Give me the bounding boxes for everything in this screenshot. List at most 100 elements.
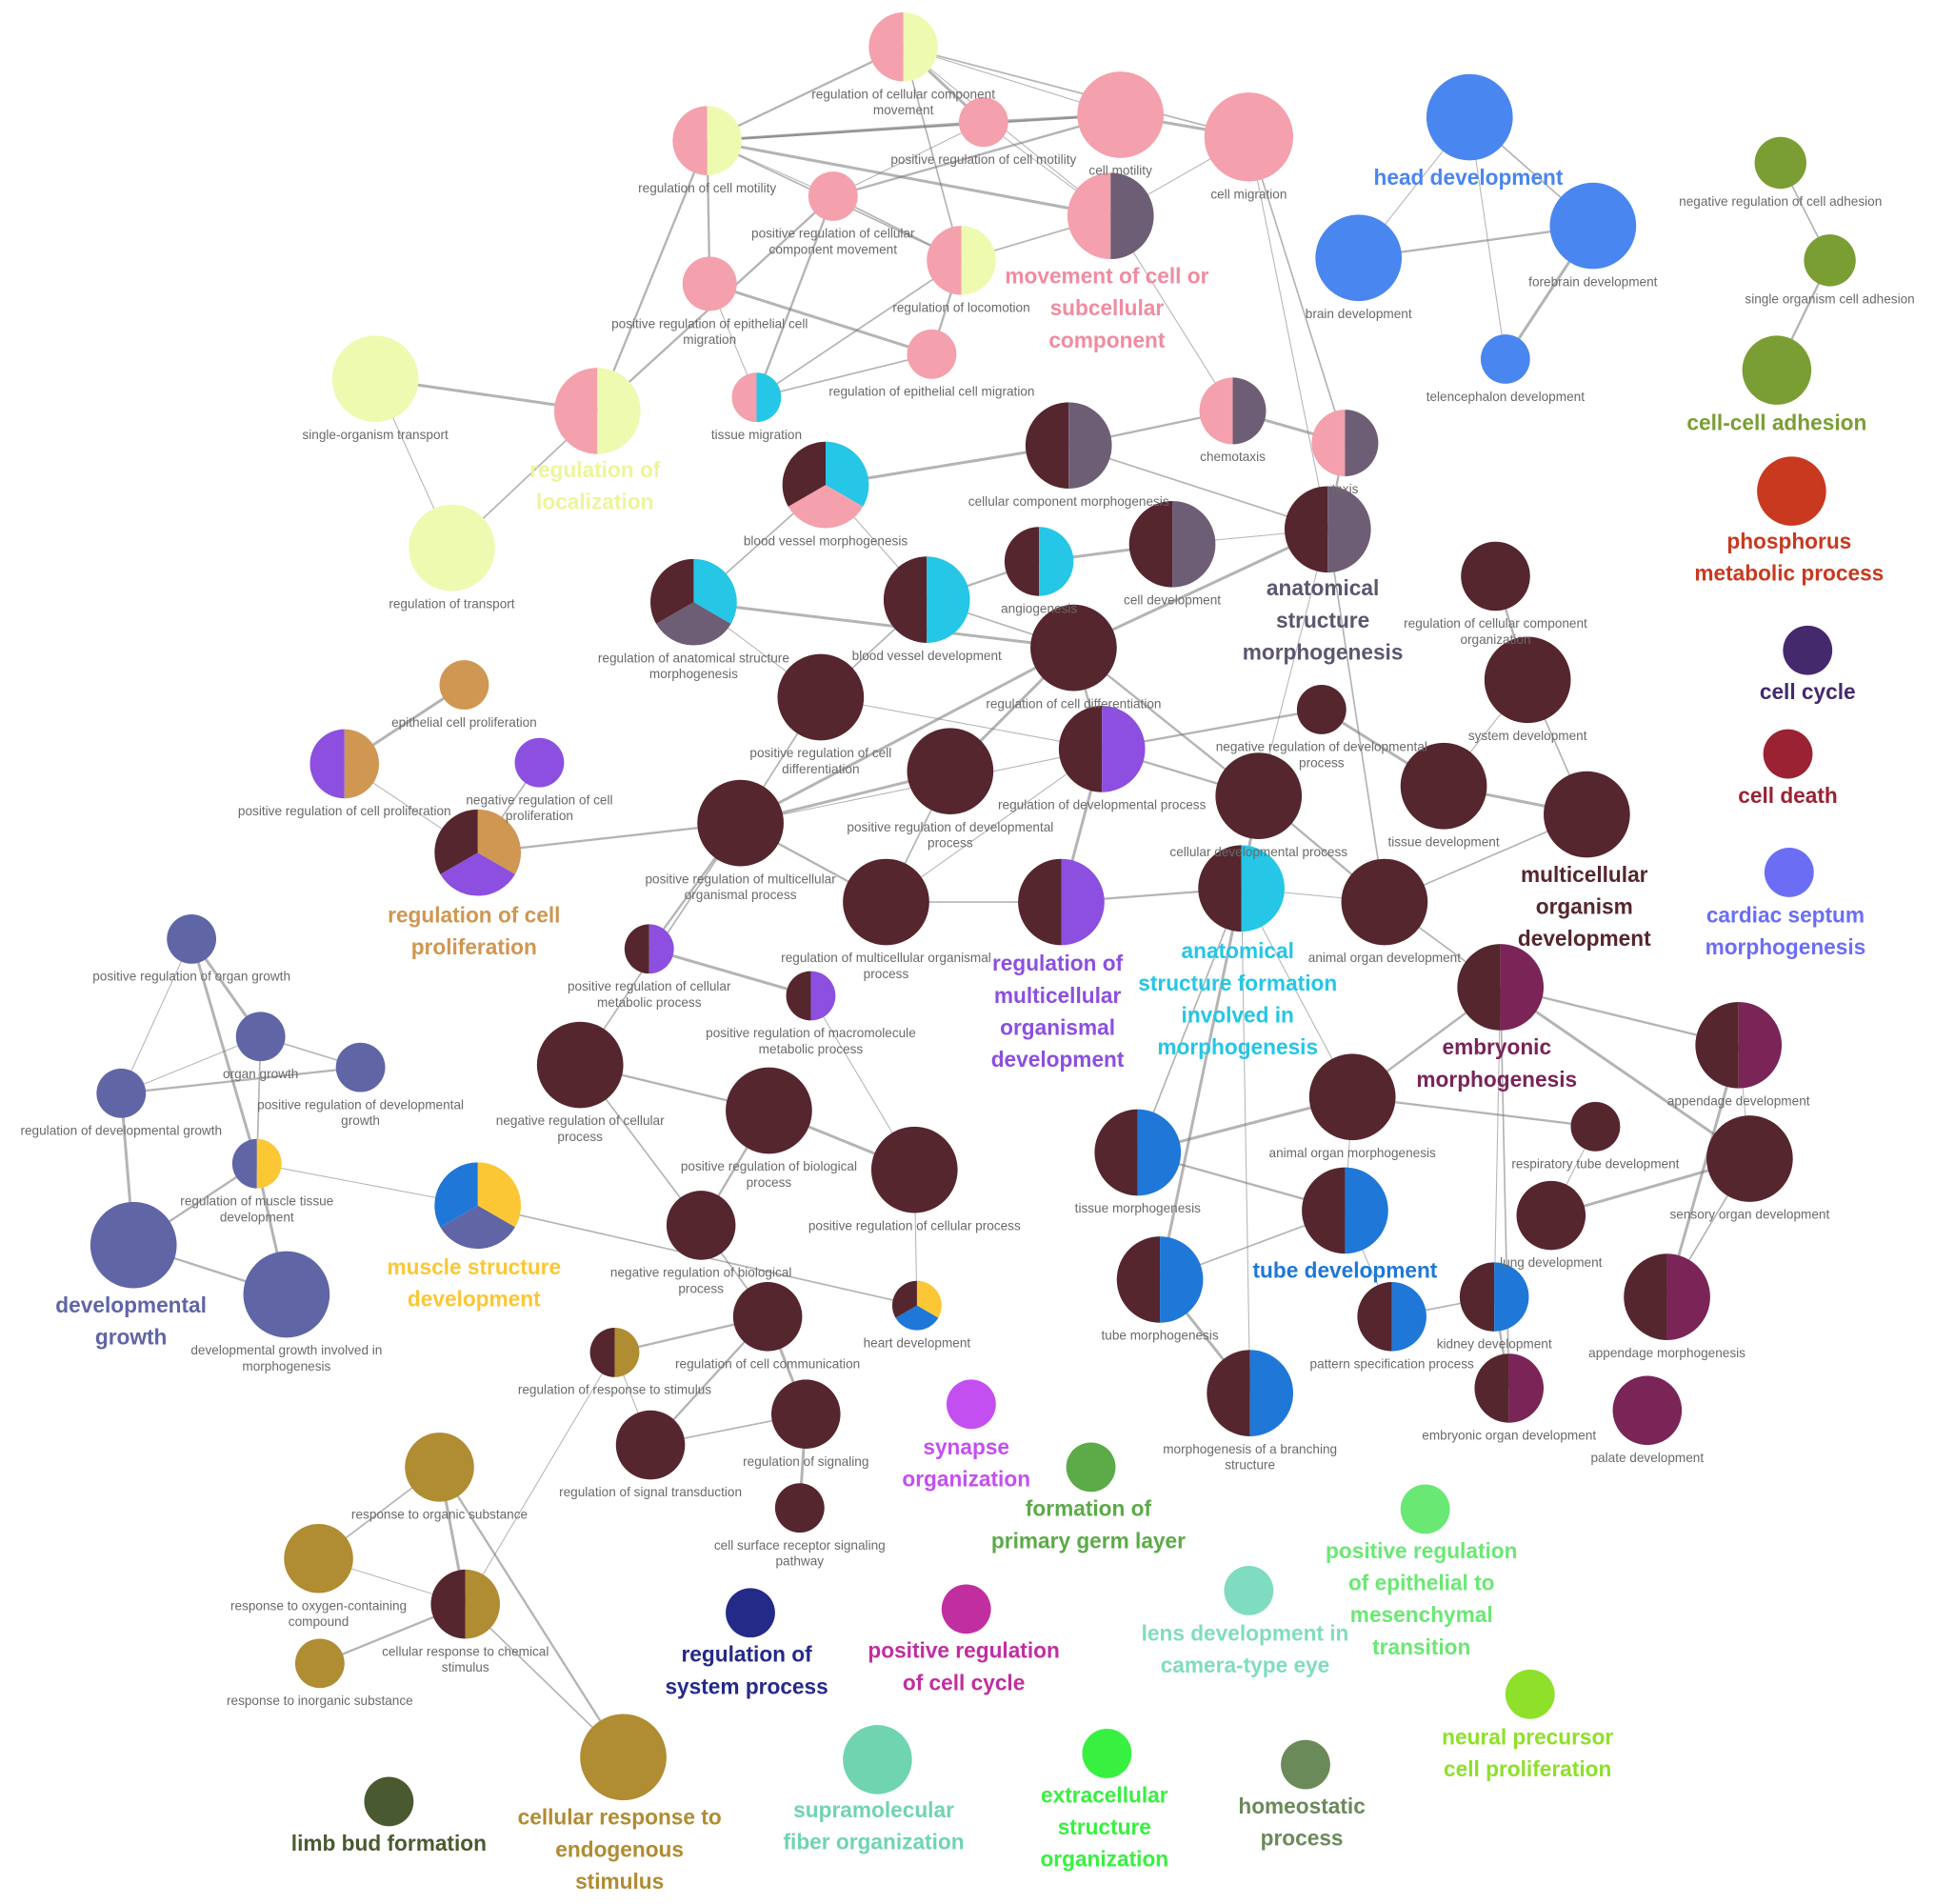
edge <box>707 120 984 143</box>
node-circle <box>1204 92 1294 182</box>
group-label: lens development in <box>1142 1621 1349 1646</box>
node <box>1695 1001 1783 1089</box>
node-slice <box>1198 845 1242 932</box>
group-label: organization <box>902 1467 1030 1492</box>
group-label: camera-type eye <box>1161 1653 1330 1677</box>
group-label: head development <box>1374 165 1564 190</box>
node-label: regulation of signaling <box>743 1454 868 1469</box>
node-circle <box>1400 742 1487 830</box>
node <box>439 660 489 710</box>
node-label: system development <box>1468 729 1587 743</box>
node-circle <box>405 1433 474 1502</box>
group-label: morphogenesis <box>1706 934 1866 959</box>
node-slice <box>1094 1109 1138 1196</box>
node <box>580 1714 667 1801</box>
group-label: morphogenesis <box>1416 1067 1577 1092</box>
edge <box>903 46 1249 138</box>
edge <box>1247 136 1328 530</box>
group-label: organism <box>1536 893 1633 918</box>
node-circle <box>726 1067 812 1154</box>
node-slice <box>477 809 522 874</box>
node-label: growth <box>341 1113 380 1128</box>
node-slice <box>1068 402 1112 490</box>
node-slice <box>826 441 869 507</box>
node <box>1302 1167 1388 1254</box>
node <box>1311 410 1379 477</box>
group-label: supramolecular <box>793 1797 954 1822</box>
node <box>1207 1350 1294 1436</box>
node-circle <box>1764 848 1814 897</box>
node-circle <box>843 858 929 946</box>
node-slice <box>1666 1253 1710 1340</box>
node-label: structure <box>1225 1458 1275 1473</box>
node-circle <box>1570 1101 1621 1152</box>
node-slice <box>434 1162 478 1228</box>
node <box>1461 541 1530 611</box>
node-circle <box>726 1588 775 1638</box>
node-label: response to organic substance <box>351 1508 528 1522</box>
node <box>1341 858 1428 946</box>
node-label: component movement <box>769 243 898 257</box>
node-slice <box>1311 410 1346 477</box>
edge <box>1247 136 1347 444</box>
edge <box>1241 888 1251 1393</box>
node <box>1058 706 1146 792</box>
node <box>1357 1282 1426 1352</box>
node-label: positive regulation of cellular <box>568 979 731 993</box>
node <box>514 737 565 788</box>
node-slice <box>693 558 737 624</box>
node-label: development <box>220 1210 294 1224</box>
node-slice <box>1232 377 1267 445</box>
node-label: single-organism transport <box>302 428 449 442</box>
node-circle <box>907 728 994 815</box>
node-label: positive regulation of macromolecule <box>706 1026 916 1040</box>
node-circle <box>1763 729 1813 779</box>
node-slice <box>589 1327 615 1377</box>
node-circle <box>1544 771 1630 858</box>
group-label: primary germ layer <box>991 1528 1186 1553</box>
node-circle <box>580 1714 667 1801</box>
node-slice <box>1391 1282 1426 1352</box>
node-label: tissue migration <box>711 428 802 442</box>
node <box>294 1638 345 1689</box>
node-slice <box>1160 1236 1204 1323</box>
node-slice <box>961 226 996 295</box>
group-label: organismal <box>1000 1014 1115 1039</box>
node <box>624 924 674 974</box>
node-slice <box>477 1162 522 1228</box>
edge <box>1493 987 1502 1297</box>
node-slice <box>1327 486 1371 573</box>
node-slice <box>672 106 708 175</box>
group-label: movement of cell or <box>1005 263 1208 288</box>
node <box>958 97 1008 148</box>
node-label: positive regulation of cell <box>749 746 891 760</box>
node-label: positive regulation of epithelial cell <box>611 316 808 331</box>
group-label: regulation of <box>529 457 661 482</box>
node <box>1505 1669 1555 1719</box>
node-label: embryonic organ development <box>1422 1429 1596 1443</box>
node-circle <box>666 1191 736 1260</box>
group-label: phosphorus <box>1726 529 1851 553</box>
node-label: regulation of developmental growth <box>20 1124 222 1138</box>
node-slice <box>1039 527 1074 596</box>
node-circle <box>1082 1729 1132 1778</box>
edge <box>465 1352 615 1605</box>
node-label: regulation of developmental process <box>998 798 1207 812</box>
node-label: kidney development <box>1437 1337 1552 1352</box>
node-circle <box>96 1068 147 1118</box>
node-slice <box>868 11 904 82</box>
node-slice <box>1199 377 1233 445</box>
node <box>726 1067 812 1154</box>
node <box>1480 334 1530 384</box>
node-label: positive regulation of developmental <box>257 1097 464 1112</box>
node-label: positive regulation of cell motility <box>890 152 1076 167</box>
node <box>434 809 522 896</box>
group-label: of cell cycle <box>903 1670 1025 1694</box>
group-label: endogenous <box>555 1836 684 1861</box>
node <box>1296 685 1347 734</box>
node-label: brain development <box>1306 307 1412 321</box>
node-slice <box>1624 1253 1667 1340</box>
node-slice <box>1207 1350 1250 1436</box>
node-circle <box>536 1021 624 1109</box>
node <box>1025 402 1112 490</box>
